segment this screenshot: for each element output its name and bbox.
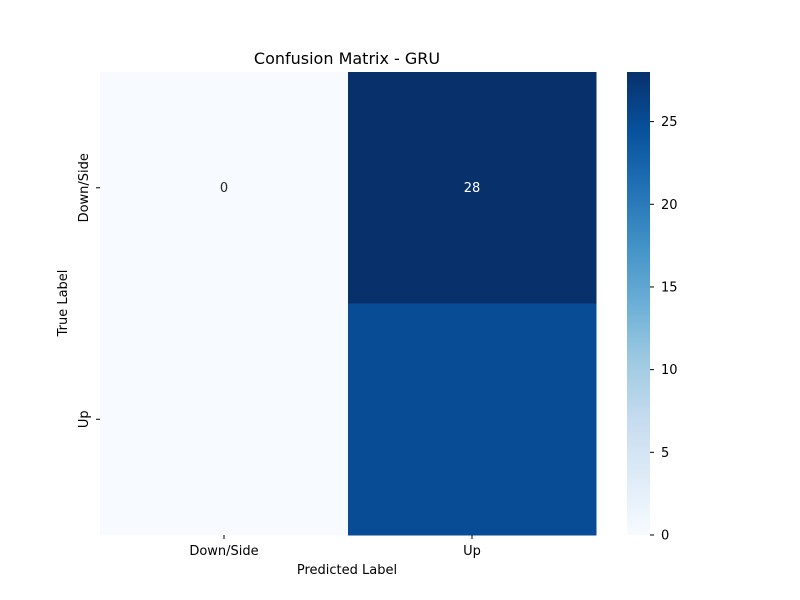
x-tick-label: Up xyxy=(463,544,481,559)
cell-annotations: 0 28 xyxy=(220,181,480,196)
colorbar-ticks: 0 5 10 15 20 25 xyxy=(650,115,678,544)
x-axis-label: Predicted Label xyxy=(297,563,397,578)
heatmap-cell xyxy=(100,72,349,304)
x-axis: Down/Side Up xyxy=(189,535,481,559)
cell-annotation: 28 xyxy=(464,181,481,196)
colorbar-tick-label: 15 xyxy=(661,280,678,295)
colorbar-tick-label: 5 xyxy=(661,446,669,461)
chart-title: Confusion Matrix - GRU xyxy=(254,49,440,68)
colorbar-tick-label: 0 xyxy=(661,529,669,544)
colorbar-tick-label: 25 xyxy=(661,115,678,130)
y-axis: Down/Side Up xyxy=(77,153,100,428)
y-tick-label: Down/Side xyxy=(77,153,92,222)
colorbar-tick-label: 10 xyxy=(661,363,678,378)
y-tick-label: Up xyxy=(77,410,92,428)
heatmap-cell xyxy=(348,303,597,536)
cell-annotation: 0 xyxy=(220,181,228,196)
colorbar-tick-label: 20 xyxy=(661,198,678,213)
x-tick-label: Down/Side xyxy=(189,544,258,559)
colorbar xyxy=(627,72,650,535)
heatmap-cells xyxy=(100,72,597,536)
y-axis-label: True Label xyxy=(56,270,71,338)
heatmap-cell xyxy=(100,303,349,536)
heatmap-cell xyxy=(348,72,597,304)
